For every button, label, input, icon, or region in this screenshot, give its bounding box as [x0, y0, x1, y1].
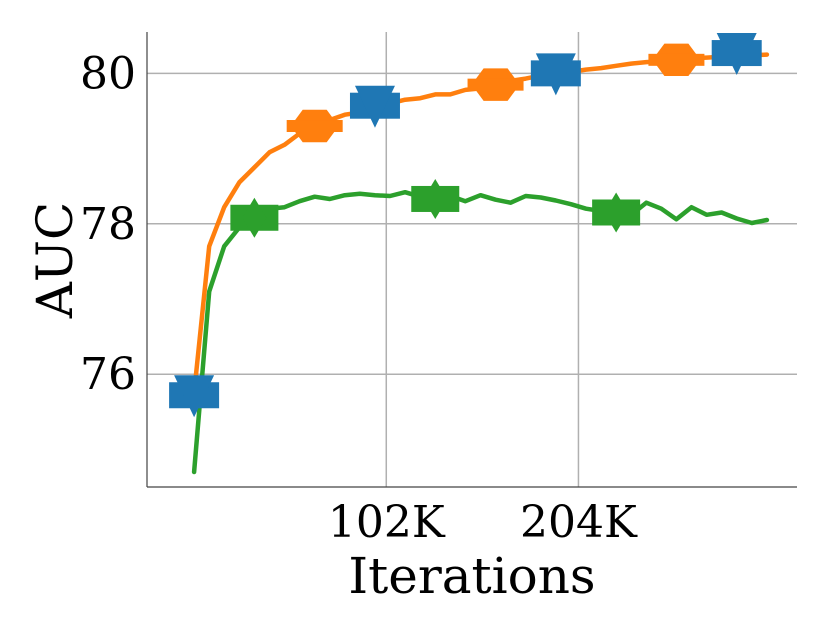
- y-tick-label-0: 76: [80, 349, 136, 400]
- grid: [147, 32, 797, 487]
- x-tick-label-1: 204K: [520, 497, 638, 548]
- series-1-marker-1: [467, 68, 524, 101]
- y-tick-label-2: 80: [80, 48, 136, 99]
- series-1-marker-2: [648, 43, 705, 76]
- tick-labels: 102K 204K 76 78 80: [80, 48, 638, 548]
- x-axis-label: Iterations: [348, 547, 595, 605]
- series-0-marker-2: [592, 192, 641, 233]
- series-2-marker-0: [169, 375, 220, 418]
- series-2-marker-2: [530, 53, 581, 96]
- series-1-marker-0: [286, 109, 343, 143]
- y-axis-label: AUC: [26, 202, 84, 320]
- series-0-marker-1: [411, 178, 460, 219]
- y-tick-label-1: 78: [80, 199, 136, 250]
- series-line-0: [191, 189, 770, 475]
- x-tick-label-0: 102K: [328, 497, 446, 548]
- series-2-marker-3: [711, 33, 762, 76]
- series-2-marker-1: [349, 85, 400, 128]
- axes-frame: [146, 32, 797, 488]
- series-group: [191, 52, 770, 475]
- series-0-marker-0: [230, 197, 279, 238]
- marker-group: [169, 33, 762, 418]
